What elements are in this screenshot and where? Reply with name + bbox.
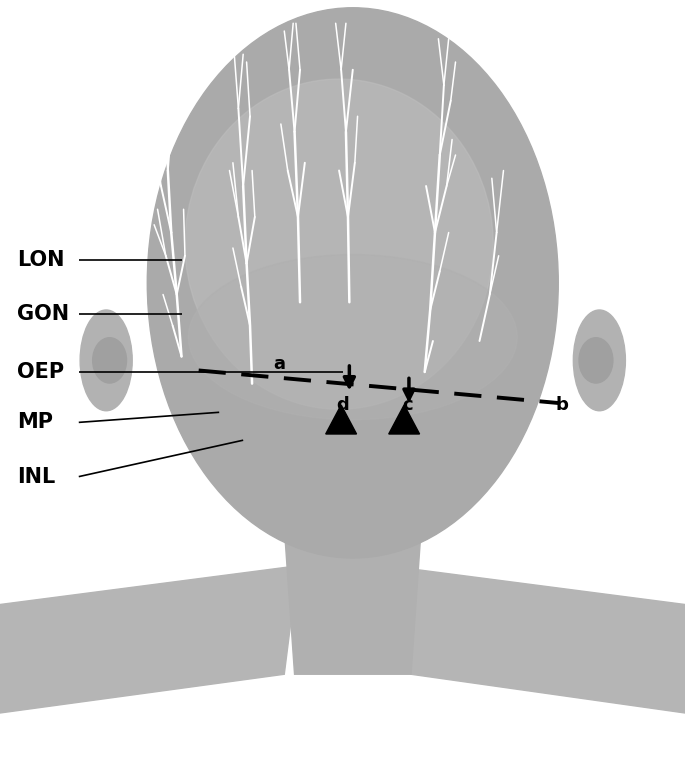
Text: MP: MP <box>17 412 53 432</box>
Ellipse shape <box>185 79 493 409</box>
Ellipse shape <box>92 338 127 383</box>
Ellipse shape <box>80 310 132 411</box>
Ellipse shape <box>573 310 625 411</box>
Text: b: b <box>556 395 568 414</box>
Text: INL: INL <box>17 467 55 487</box>
Polygon shape <box>0 566 298 713</box>
Ellipse shape <box>579 338 613 383</box>
Text: OEP: OEP <box>17 362 64 382</box>
Polygon shape <box>387 566 685 713</box>
Text: c: c <box>402 395 413 414</box>
Polygon shape <box>325 405 356 434</box>
Text: a: a <box>273 355 286 374</box>
Ellipse shape <box>147 8 558 558</box>
Text: LON: LON <box>17 250 64 270</box>
Ellipse shape <box>188 255 517 420</box>
Text: GON: GON <box>17 304 69 324</box>
Text: d: d <box>336 395 349 414</box>
Polygon shape <box>389 405 419 434</box>
Polygon shape <box>284 527 421 674</box>
